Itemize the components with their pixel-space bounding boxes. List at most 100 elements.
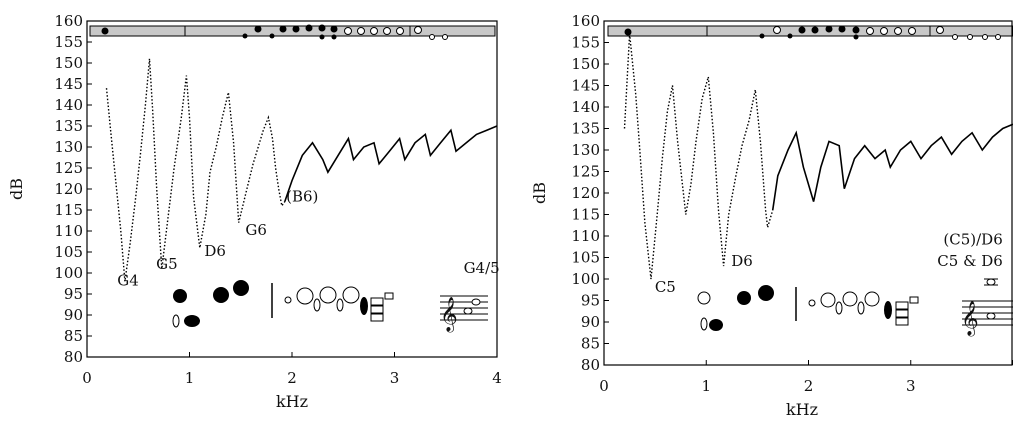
tone-hole-closed — [101, 27, 109, 35]
key-open — [842, 291, 858, 307]
key-box — [895, 301, 909, 310]
tone-hole-closed — [838, 25, 846, 33]
key-box — [909, 296, 919, 304]
y-tick-label: 120 — [54, 180, 83, 198]
x-tick-label: 3 — [906, 377, 916, 395]
annotation-label: (C5)/D6 — [943, 231, 1002, 249]
y-tick-label: 85 — [64, 327, 83, 345]
tone-hole-open — [773, 26, 781, 34]
note-head — [986, 312, 996, 320]
tone-hole-closed — [787, 33, 793, 39]
key-closed — [360, 297, 368, 315]
annotation-label: G4/5 — [464, 259, 500, 277]
tone-hole-open — [866, 27, 874, 35]
fingering-diagram — [697, 285, 919, 331]
y-axis-label: dB — [530, 182, 549, 204]
tone-hole-open — [995, 34, 1001, 40]
x-tick-label: 1 — [701, 377, 711, 395]
tone-hole-open — [908, 27, 916, 35]
tone-hole-closed — [759, 33, 765, 39]
annotation-label: G4 — [117, 272, 139, 290]
plot-frame — [603, 20, 1013, 366]
tone-hole-open — [414, 26, 422, 34]
key-open — [319, 286, 337, 304]
key-open — [835, 301, 843, 315]
y-tick-label: 115 — [54, 201, 83, 219]
music-staff: 𝄞 — [440, 295, 488, 333]
y-tick-label: 150 — [571, 55, 600, 73]
thumb-closed — [184, 315, 200, 327]
key-box — [370, 313, 384, 322]
y-tick-label: 80 — [581, 356, 600, 374]
series-line-2 — [771, 123, 1013, 211]
y-tick-label: 130 — [54, 138, 83, 156]
right-panel-decor: 𝄞 — [607, 25, 1013, 337]
key-open — [342, 286, 360, 304]
tone-hole-closed — [624, 28, 632, 36]
annotation-label: C5 & D6 — [937, 252, 1002, 270]
x-axis-label: kHz — [786, 400, 818, 416]
tone-hole-closed — [853, 34, 859, 40]
y-tick-label: 95 — [581, 292, 600, 310]
x-tick-label: 2 — [804, 377, 814, 395]
y-tick-label: 120 — [571, 184, 600, 202]
tone-hole-closed — [852, 26, 860, 34]
key-box — [895, 309, 909, 318]
y-tick-label: 105 — [571, 249, 600, 267]
tone-hole-closed — [305, 24, 313, 32]
key-closed — [884, 301, 892, 319]
y-tick-label: 145 — [571, 77, 600, 95]
music-staff: 𝄞 — [961, 278, 1013, 337]
fingering-diagram — [172, 280, 394, 328]
y-tick-label: 125 — [571, 163, 600, 181]
finger-closed — [213, 287, 229, 303]
series-line-1 — [623, 33, 774, 280]
y-tick-label: 100 — [571, 270, 600, 288]
y-tick-label: 90 — [581, 313, 600, 331]
y-tick-label: 115 — [571, 206, 600, 224]
y-tick-label: 155 — [54, 33, 83, 51]
tone-hole-closed — [254, 25, 262, 33]
y-tick-label: 140 — [571, 98, 600, 116]
x-tick-label: 3 — [390, 369, 400, 387]
key-open — [313, 298, 321, 312]
tone-hole-open — [429, 34, 435, 40]
tone-hole-closed — [269, 33, 275, 39]
key-box — [370, 297, 384, 306]
y-tick-label: 160 — [571, 12, 600, 30]
finger-closed — [173, 289, 187, 303]
tone-hole-open — [383, 27, 391, 35]
tone-hole-closed — [279, 25, 287, 33]
y-tick-label: 145 — [54, 75, 83, 93]
treble-clef: 𝄞 — [961, 301, 979, 337]
y-tick-label: 135 — [54, 117, 83, 135]
x-tick-label: 1 — [185, 369, 195, 387]
thumb-closed — [709, 319, 723, 331]
left-panel-decor: 𝄞 — [89, 24, 496, 333]
x-tick-label: 4 — [492, 369, 502, 387]
y-tick-label: 155 — [571, 34, 600, 52]
annotation-label: D6 — [731, 252, 753, 270]
note-head — [471, 298, 481, 306]
y-tick-label: 100 — [54, 264, 83, 282]
tone-hole-closed — [318, 24, 326, 32]
y-tick-label: 110 — [54, 222, 83, 240]
y-tick-label: 150 — [54, 54, 83, 72]
thumb-open — [172, 314, 180, 328]
y-tick-label: 95 — [64, 285, 83, 303]
tone-hole-open — [982, 34, 988, 40]
x-tick-label: 0 — [82, 369, 92, 387]
series-line-1 — [105, 58, 286, 282]
tone-hole-open — [370, 27, 378, 35]
tone-hole-closed — [242, 33, 248, 39]
y-tick-label: 90 — [64, 306, 83, 324]
annotation-label: D6 — [204, 242, 226, 260]
annotation-label: (B6) — [286, 188, 318, 206]
tone-hole-closed — [292, 25, 300, 33]
tube-strip — [607, 25, 1013, 37]
tone-hole-open — [967, 34, 973, 40]
key-open — [808, 299, 816, 307]
key-box — [384, 292, 394, 300]
